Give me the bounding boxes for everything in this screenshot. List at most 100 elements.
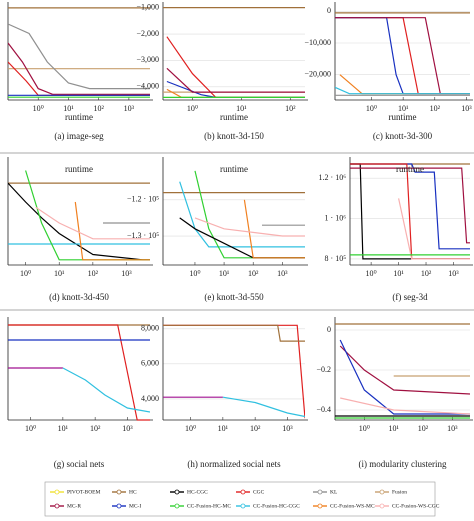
caption: (f) seg-3d [392, 292, 428, 302]
legend-marker [174, 489, 180, 495]
x-tick-label: 10⁰ [185, 424, 196, 433]
x-tick-label: 10¹ [393, 269, 404, 278]
series-line [163, 324, 305, 342]
legend-label: PIVOT-BOEM [67, 489, 101, 495]
x-tick-label: 10¹ [218, 424, 229, 433]
legend-label: MC-I [129, 503, 141, 509]
series-layer [335, 323, 470, 419]
legend-marker [54, 503, 60, 509]
x-axis-label: runtime [220, 112, 248, 122]
x-tick-label: 10² [248, 269, 259, 278]
y-tick-label: −3,000 [136, 55, 159, 64]
legend-marker [379, 503, 385, 509]
series-line [8, 61, 150, 96]
y-tick-label: 8 · 10⁵ [325, 254, 347, 263]
x-tick-label: 10³ [447, 424, 458, 433]
caption: (a) image-seg [54, 131, 104, 141]
legend-label: CGC [253, 489, 265, 495]
caption: (c) knott-3d-300 [373, 131, 433, 141]
x-axis-label: runtime [65, 112, 93, 122]
legend-label: CC-Fusion-HC-CGC [253, 503, 300, 509]
y-tick-label: 6,000 [141, 359, 159, 368]
x-tick-label: 10¹ [388, 424, 399, 433]
legend-box [44, 481, 436, 517]
legend-label: KL [330, 489, 338, 495]
series-line [335, 86, 470, 95]
caption: (i) modularity clustering [359, 459, 447, 469]
x-tick-label: 10³ [277, 269, 288, 278]
y-tick-label: −0.4 [316, 405, 331, 414]
series-line [339, 345, 470, 395]
legend-marker [116, 503, 122, 509]
x-tick-label: 10³ [124, 104, 135, 113]
series-line [194, 217, 305, 237]
y-tick-label: 0 [327, 6, 331, 15]
series-line [163, 324, 305, 419]
x-tick-label: 10² [250, 424, 261, 433]
series-layer [163, 324, 305, 419]
series-line [179, 181, 305, 248]
x-tick-label: 10¹ [58, 424, 69, 433]
legend-label: HC [129, 489, 137, 495]
legend-marker [317, 503, 323, 509]
series-line [339, 339, 470, 415]
x-tick-label: 10³ [282, 424, 293, 433]
x-axis-label: runtime [396, 164, 424, 174]
x-axis-label: runtime [389, 112, 417, 122]
y-tick-label: 8,000 [141, 324, 159, 333]
series-layer [163, 7, 305, 98]
legend-marker [174, 503, 180, 509]
legend-marker [379, 489, 385, 495]
y-tick-label: −1,000 [136, 2, 159, 11]
y-tick-label: −2,000 [136, 29, 159, 38]
x-tick-label: 10² [88, 269, 99, 278]
series-line [8, 324, 150, 421]
y-tick-label: 4,000 [141, 394, 159, 403]
legend-label: MC-R [67, 503, 81, 509]
legend-label: CC-Fusion-HC-MC [187, 503, 231, 509]
legend-label: HC-CGC [187, 489, 208, 495]
series-line [194, 170, 305, 259]
series-line [8, 42, 150, 95]
legend-marker [240, 503, 246, 509]
y-tick-label: 0 [327, 325, 331, 334]
y-tick-label: −10,000 [304, 38, 331, 47]
series-line [166, 67, 305, 93]
x-tick-label: 10⁰ [33, 104, 44, 113]
series-line [166, 80, 305, 98]
x-tick-label: 10⁰ [359, 424, 370, 433]
y-tick-label: −1.3 · 10⁵ [127, 231, 159, 240]
x-axis-label: runtime [220, 164, 248, 174]
legend-marker [317, 489, 323, 495]
legend-label: CC-Fusion-WS-MC [330, 503, 375, 509]
series-line [35, 206, 150, 240]
y-tick-label: 1 · 10⁶ [325, 213, 347, 222]
series-line [335, 17, 470, 95]
legend-marker [54, 489, 60, 495]
series-layer [8, 324, 150, 421]
series-layer [8, 170, 150, 261]
x-tick-label: 10¹ [236, 104, 247, 113]
x-tick-label: 10⁰ [366, 269, 377, 278]
series-layer [8, 7, 150, 98]
x-tick-label: 10⁰ [20, 269, 31, 278]
series-line [340, 397, 470, 415]
series-line [8, 23, 150, 90]
y-tick-label: −4,000 [136, 82, 159, 91]
x-tick-label: 10² [421, 269, 432, 278]
x-tick-label: 10¹ [54, 269, 65, 278]
caption: (g) social nets [54, 459, 105, 469]
x-tick-label: 10² [90, 424, 101, 433]
series-line [339, 74, 470, 95]
caption: (h) normalized social nets [187, 459, 281, 469]
x-tick-label: 10³ [121, 269, 132, 278]
x-tick-label: 10² [285, 104, 296, 113]
x-tick-label: 10⁰ [187, 104, 198, 113]
legend-marker [240, 489, 246, 495]
x-tick-label: 10¹ [219, 269, 230, 278]
x-tick-label: 10² [93, 104, 104, 113]
x-axis-label: runtime [65, 164, 93, 174]
x-tick-label: 10³ [461, 104, 472, 113]
y-tick-label: −20,000 [304, 69, 331, 78]
